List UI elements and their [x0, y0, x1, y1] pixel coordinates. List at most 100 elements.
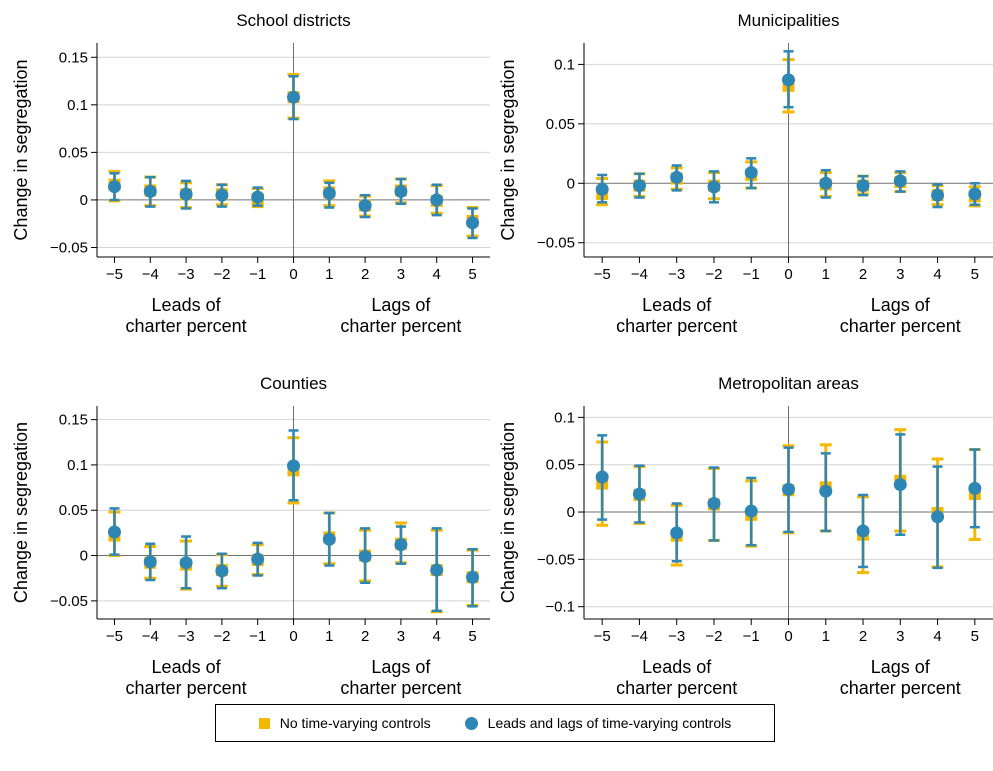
- x-tick-label: 0: [289, 628, 297, 645]
- y-tick-label: 0.05: [59, 502, 88, 519]
- x-tick-label: 1: [822, 628, 830, 645]
- point-with-controls: [466, 570, 480, 584]
- x-tick-label: −2: [213, 628, 230, 645]
- point-with-controls: [358, 199, 372, 213]
- y-tick-label: 0.1: [67, 97, 88, 114]
- x-tick-label: −4: [142, 628, 159, 645]
- x-tick-label: 5: [971, 266, 979, 283]
- x-group-label-lags: Lags of: [871, 657, 931, 677]
- x-tick-label: −5: [106, 266, 123, 283]
- x-group-label-lags: Lags of: [371, 295, 431, 315]
- x-tick-label: 5: [971, 628, 979, 645]
- point-with-controls: [215, 188, 229, 202]
- x-group-label-leads: Leads of: [152, 657, 222, 677]
- point-with-controls: [931, 188, 945, 202]
- point-with-controls: [143, 184, 157, 198]
- point-with-controls: [670, 526, 684, 540]
- x-tick-label: −1: [249, 628, 266, 645]
- panel-0: −0.05 0 0.05 0.1 0.15 −5 −4 −3 −2 −1 0 1 2 3 4 5 School …: [11, 11, 490, 336]
- x-tick-label: 3: [397, 628, 405, 645]
- point-with-controls: [179, 556, 193, 570]
- point-with-controls: [856, 524, 870, 538]
- y-tick-label: −0.05: [537, 551, 575, 568]
- x-tick-label: 0: [289, 266, 297, 283]
- point-with-controls: [744, 504, 758, 518]
- x-group-label-lags: charter percent: [340, 678, 461, 698]
- panel-title: School districts: [236, 11, 350, 30]
- x-tick-label: 1: [325, 628, 333, 645]
- y-tick-label: 0.1: [554, 409, 575, 426]
- x-tick-label: −4: [631, 628, 648, 645]
- x-tick-label: 0: [784, 628, 792, 645]
- x-tick-label: −4: [631, 266, 648, 283]
- y-tick-label: 0: [80, 192, 88, 209]
- point-with-controls: [819, 484, 833, 498]
- y-tick-label: −0.05: [537, 235, 575, 252]
- x-tick-label: −3: [178, 628, 195, 645]
- x-tick-label: 2: [361, 628, 369, 645]
- x-tick-label: 0: [784, 266, 792, 283]
- y-tick-label: 0.05: [59, 144, 88, 161]
- point-with-controls: [251, 190, 265, 204]
- panel-title: Counties: [260, 374, 327, 393]
- x-tick-label: −5: [594, 266, 611, 283]
- y-tick-label: 0: [80, 548, 88, 565]
- x-tick-label: −1: [743, 266, 760, 283]
- point-with-controls: [931, 510, 945, 524]
- x-group-label-leads: Leads of: [642, 295, 712, 315]
- legend-swatch-circle: [464, 716, 478, 730]
- point-with-controls: [632, 487, 646, 501]
- point-with-controls: [595, 470, 609, 484]
- x-group-label-leads: charter percent: [616, 678, 737, 698]
- point-with-controls: [143, 555, 157, 569]
- point-with-controls: [322, 532, 336, 546]
- x-tick-label: 4: [933, 628, 941, 645]
- point-with-controls: [287, 459, 300, 473]
- legend-swatch-square: [258, 717, 270, 729]
- y-tick-label: 0.15: [59, 49, 88, 66]
- panel-2: −0.05 0 0.05 0.1 0.15 −5 −4 −3 −2 −1 0 1 2 3 4 5 Countie…: [11, 374, 490, 698]
- legend-item-with-controls: Leads and lags of time-varying controls: [464, 715, 731, 731]
- point-with-controls: [744, 166, 758, 180]
- point-with-controls: [632, 179, 646, 193]
- point-with-controls: [782, 73, 795, 87]
- point-with-controls: [595, 182, 609, 196]
- y-tick-label: 0.05: [546, 457, 575, 474]
- point-with-controls: [430, 563, 444, 577]
- point-with-controls: [707, 497, 721, 511]
- x-tick-label: 1: [325, 266, 333, 283]
- x-tick-label: −5: [594, 628, 611, 645]
- x-tick-label: −3: [668, 628, 685, 645]
- y-axis-label: Change in segregation: [498, 59, 518, 240]
- point-with-controls: [251, 552, 265, 566]
- point-with-controls: [670, 170, 684, 184]
- y-tick-label: −0.05: [50, 239, 88, 256]
- x-group-label-lags: Lags of: [371, 657, 431, 677]
- x-tick-label: 5: [468, 628, 476, 645]
- x-group-label-leads: charter percent: [616, 316, 737, 336]
- x-tick-label: −2: [213, 266, 230, 283]
- legend-item-no-controls: No time-varying controls: [258, 715, 431, 731]
- x-tick-label: 4: [933, 266, 941, 283]
- point-with-controls: [819, 176, 833, 190]
- x-tick-label: −5: [106, 628, 123, 645]
- y-tick-label: 0.1: [554, 56, 575, 73]
- point-with-controls: [893, 174, 907, 188]
- x-tick-label: −4: [142, 266, 159, 283]
- x-group-label-leads: charter percent: [126, 678, 247, 698]
- x-tick-label: 5: [468, 266, 476, 283]
- y-tick-label: 0.05: [546, 116, 575, 133]
- y-axis-label: Change in segregation: [498, 422, 518, 603]
- x-tick-label: −1: [249, 266, 266, 283]
- point-with-controls: [215, 564, 229, 578]
- point-with-controls: [707, 180, 721, 194]
- legend-label-no-controls: No time-varying controls: [279, 715, 431, 731]
- point-with-controls: [856, 179, 870, 193]
- x-tick-label: −3: [178, 266, 195, 283]
- x-tick-label: 1: [822, 266, 830, 283]
- x-tick-label: 3: [896, 628, 904, 645]
- x-group-label-lags: charter percent: [340, 316, 461, 336]
- x-group-label-leads: charter percent: [126, 316, 247, 336]
- y-tick-label: 0.1: [67, 457, 88, 474]
